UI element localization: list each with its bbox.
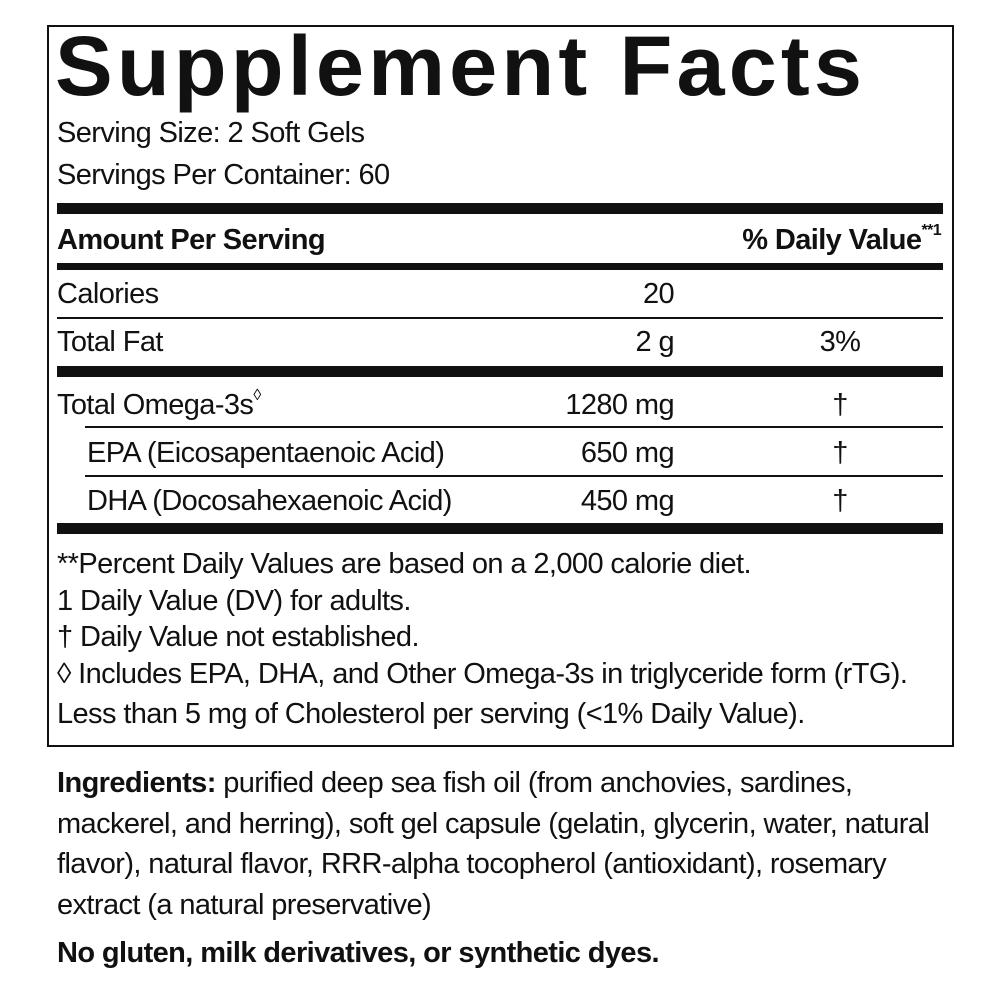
thick-divider [57, 523, 943, 534]
daily-value-mark: **1 [921, 222, 941, 239]
nutrient-amount: 2 g [635, 326, 674, 358]
nutrient-dv: † [832, 485, 848, 517]
ingredients-label: Ingredients: [57, 767, 216, 799]
nutrient-dv: 3% [819, 326, 861, 358]
nutrient-name: Total Omega-3s◊ [57, 387, 261, 422]
serving-size: Serving Size: 2 Soft Gels [57, 117, 365, 149]
ingredients: Ingredients: purified deep sea fish oil … [57, 763, 947, 925]
nutrient-name: Calories [57, 278, 159, 310]
nutrient-dv: † [832, 437, 848, 469]
daily-value-header: % Daily Value**1 [742, 222, 941, 257]
row-divider [85, 475, 943, 477]
footnote: † Daily Value not established. [57, 621, 420, 653]
footnote: ◊ Includes EPA, DHA, and Other Omega-3s … [57, 658, 908, 690]
amount-per-serving-header: Amount Per Serving [57, 224, 326, 256]
footnote: **Percent Daily Values are based on a 2,… [57, 548, 752, 580]
footnote: Less than 5 mg of Cholesterol per servin… [57, 698, 805, 730]
free-from-statement: No gluten, milk derivatives, or syntheti… [57, 937, 660, 969]
servings-per-container: Servings Per Container: 60 [57, 159, 390, 191]
thick-divider [57, 203, 943, 214]
nutrient-name: DHA (Docosahexaenoic Acid) [87, 485, 452, 517]
nutrient-amount: 20 [642, 278, 675, 310]
nutrient-amount: 450 mg [580, 485, 675, 517]
daily-value-label: % Daily Value [742, 224, 922, 256]
panel-title: Supplement Facts [55, 19, 867, 113]
nutrient-amount: 1280 mg [565, 389, 674, 421]
thick-divider [57, 366, 943, 377]
nutrient-dv: † [832, 389, 848, 421]
footnote: 1 Daily Value (DV) for adults. [57, 585, 411, 617]
nutrient-name: Total Fat [57, 326, 163, 358]
nutrient-name: EPA (Eicosapentaenoic Acid) [87, 437, 445, 469]
nutrient-name-text: Total Omega-3s [57, 389, 254, 421]
diamond-mark: ◊ [253, 387, 261, 404]
ingredients-text: purified deep sea fish oil (from anchovi… [57, 767, 930, 921]
row-divider [57, 317, 943, 319]
row-divider [85, 426, 943, 428]
nutrient-amount: 650 mg [580, 437, 675, 469]
medium-divider [57, 263, 943, 270]
supplement-facts-panel [47, 25, 954, 747]
